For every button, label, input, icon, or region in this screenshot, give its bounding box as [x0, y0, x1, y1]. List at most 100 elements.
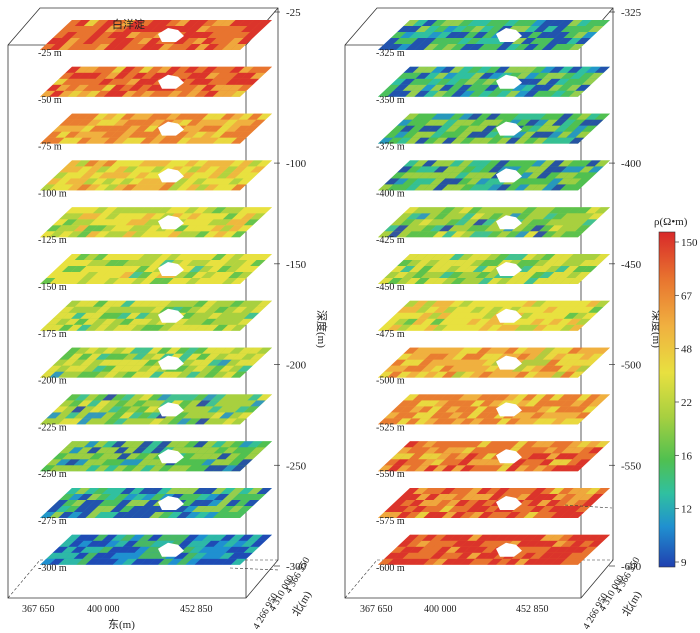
slice-depth-label: -25 m [38, 48, 62, 59]
slice-cell [176, 558, 192, 565]
slice-cell [230, 137, 247, 144]
slice-cell [212, 324, 229, 331]
slice-cell [387, 278, 403, 284]
slice-cell [429, 178, 446, 185]
slice-cell [137, 506, 153, 512]
slice-cell [521, 160, 538, 167]
slice-cell [406, 447, 422, 454]
depth-slice [378, 347, 610, 378]
slice-cell [120, 113, 136, 120]
slice-cell [182, 318, 199, 325]
slice-cell [198, 172, 214, 179]
slice-cell [101, 207, 118, 214]
slice-cell [536, 500, 552, 506]
slice-cell [539, 113, 556, 120]
slice-cell [52, 406, 69, 413]
slice-cell [479, 400, 495, 407]
slice-cell [399, 312, 416, 319]
slice-cell [487, 558, 503, 565]
slice-cell [457, 84, 473, 91]
slice-cell [243, 500, 260, 506]
slice-cell [503, 441, 520, 448]
slice-cell [563, 406, 580, 413]
slice-cell [511, 412, 528, 419]
slice-cell [247, 20, 263, 26]
slice-cell [511, 506, 528, 512]
slice-cell [520, 506, 537, 512]
slice-cell [74, 207, 91, 214]
slice-cell [466, 506, 482, 512]
slice-cell [186, 119, 202, 126]
slice-cell [221, 137, 238, 144]
slice-cell [83, 254, 100, 260]
lake-region [496, 215, 522, 230]
slice-cell [420, 552, 437, 559]
slice-cell [468, 324, 485, 331]
slice-cell [479, 72, 495, 79]
depth-slice [378, 488, 610, 518]
slice-cell [450, 324, 467, 331]
slice-cell [55, 131, 71, 138]
slice-cell [119, 38, 135, 44]
slice-cell [420, 225, 437, 232]
slice-cell [469, 494, 486, 500]
slice-cell [454, 500, 470, 506]
slice-cell [494, 113, 510, 120]
slice-cell [496, 184, 512, 191]
slice-cell [402, 506, 419, 512]
slice-cell [579, 494, 595, 500]
slice-cell [572, 78, 589, 85]
slice-cell [176, 184, 192, 191]
slice-cell [40, 465, 56, 472]
slice-cell [146, 318, 162, 325]
slice-cell [100, 131, 117, 138]
left-depth-axis-label: 深度(m) [315, 310, 329, 348]
slice-cell [149, 418, 165, 425]
slice-cell [569, 306, 586, 313]
lake-region [158, 215, 184, 230]
slice-cell [234, 406, 251, 413]
slice-cell [143, 453, 160, 460]
slice-cell [121, 90, 138, 97]
slice-cell [89, 453, 105, 460]
slice-cell [523, 184, 539, 191]
slice-cell [468, 558, 485, 565]
slice-cell [476, 113, 492, 120]
slice-cell [40, 44, 56, 50]
slice-cell [467, 300, 483, 307]
slice-cell [472, 453, 489, 460]
slice-cell [408, 453, 425, 460]
slice-cell [538, 506, 555, 512]
slice-cell [412, 300, 429, 307]
slice-cell [421, 534, 438, 541]
slice-cell [74, 394, 91, 401]
slice-cell [183, 254, 200, 260]
slice-cell [588, 494, 604, 500]
slice-cell [137, 365, 153, 372]
slice-cell [76, 558, 92, 565]
slice-cell [521, 20, 538, 26]
slice-cell [567, 300, 583, 307]
depth-slice [378, 113, 610, 144]
slice-cell [454, 546, 470, 553]
lake-region [496, 402, 522, 417]
slice-cell [52, 78, 69, 85]
slice-cell [101, 160, 118, 167]
slice-cell [186, 400, 202, 407]
slice-cell [567, 534, 583, 541]
slice-cell [130, 231, 147, 238]
slice-cell [182, 412, 199, 419]
slice-cell [458, 254, 474, 260]
slice-cell [91, 178, 108, 185]
slice-cell [128, 552, 144, 559]
slice-cell [116, 312, 132, 319]
slice-cell [73, 552, 90, 559]
slice-cell [137, 272, 153, 278]
slice-cell [449, 113, 465, 120]
slice-cell [103, 558, 120, 565]
slice-cell [478, 278, 494, 284]
slice-cell [107, 312, 123, 319]
slice-cell [505, 465, 521, 472]
slice-cell [64, 272, 81, 278]
slice-cell [68, 119, 84, 126]
